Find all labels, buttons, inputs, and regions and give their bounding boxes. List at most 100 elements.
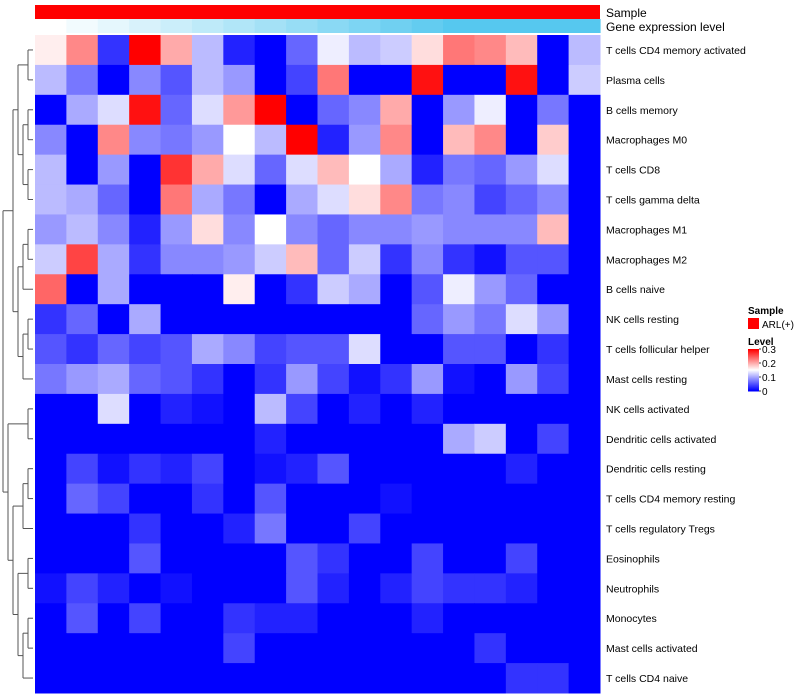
heatmap-cell <box>474 364 507 395</box>
heatmap-cell <box>66 423 99 455</box>
legend-color-step <box>748 370 759 372</box>
row-labels: T cells CD4 memory activated Plasma cells… <box>606 45 746 685</box>
heatmap-cell <box>223 364 256 395</box>
heatmap-cell <box>317 304 350 335</box>
heatmap-cell <box>191 334 224 365</box>
heatmap-cell <box>66 364 99 395</box>
heatmap-cell <box>254 244 287 275</box>
heatmap-cell <box>66 573 99 604</box>
heatmap-cell <box>129 393 162 425</box>
heatmap-cell <box>505 393 538 425</box>
heatmap-cell <box>129 573 162 604</box>
heatmap-cell <box>317 35 350 66</box>
heatmap-cell <box>380 393 413 425</box>
heatmap-cell <box>191 633 224 664</box>
heatmap-cell <box>568 244 601 275</box>
gene-expression-track-cell <box>35 19 67 33</box>
heatmap-cell <box>191 274 224 305</box>
heatmap-cell <box>254 274 287 305</box>
heatmap-cell <box>223 513 256 544</box>
row-label: Mast cells activated <box>606 643 698 655</box>
heatmap-cell <box>66 513 99 544</box>
heatmap-cell <box>129 35 162 66</box>
heatmap-cell <box>505 94 538 126</box>
heatmap-cell <box>568 423 601 455</box>
legend-color-step <box>748 389 759 391</box>
legend-tick-label: 0.2 <box>762 359 776 370</box>
heatmap-cell <box>411 573 444 604</box>
legend-color-step <box>748 361 759 363</box>
heatmap-cell <box>537 244 570 275</box>
heatmap-cell <box>129 274 162 305</box>
legend-color-step <box>748 355 759 357</box>
heatmap-cell <box>254 64 287 96</box>
gene-expression-track-cell <box>443 19 476 33</box>
heatmap-cell <box>380 633 413 664</box>
heatmap-cell <box>348 364 381 395</box>
heatmap-cell <box>191 124 224 156</box>
heatmap-cell <box>191 513 224 544</box>
heatmap-cell <box>537 154 570 186</box>
row-label: Neutrophils <box>606 583 659 595</box>
heatmap-cell <box>160 543 193 574</box>
heatmap-cell <box>129 633 162 664</box>
heatmap-cell <box>317 214 350 245</box>
heatmap-cell <box>97 663 130 694</box>
heatmap-cell <box>191 423 224 455</box>
heatmap-cell <box>191 214 224 245</box>
heatmap-cell <box>97 154 130 186</box>
legend-level-title: Level <box>748 337 774 348</box>
heatmap-cell <box>537 124 570 156</box>
legend-tick-label: 0.3 <box>762 345 776 356</box>
gene-expression-track-cell <box>568 19 601 33</box>
row-label: Macrophages M1 <box>606 224 687 236</box>
heatmap-cell <box>568 124 601 156</box>
heatmap-cell <box>411 94 444 126</box>
heatmap-cell <box>443 64 475 96</box>
heatmap-cell <box>411 543 444 574</box>
heatmap-cell <box>537 393 570 425</box>
heatmap-cell <box>348 633 381 664</box>
legend-color-step <box>748 387 759 389</box>
row-label: Dendritic cells resting <box>606 464 706 476</box>
heatmap-cell <box>505 543 538 574</box>
heatmap-cell <box>443 124 475 156</box>
heatmap-cell <box>348 64 381 96</box>
legend-color-step <box>748 378 759 380</box>
heatmap-cell <box>411 663 444 694</box>
legend-color-step <box>748 377 759 379</box>
heatmap-cell <box>286 573 318 604</box>
heatmap-cell <box>474 603 507 634</box>
heatmap-cell <box>348 304 381 335</box>
heatmap-cell <box>380 364 413 395</box>
heatmap-cell <box>35 274 67 305</box>
heatmap-cell <box>317 603 350 634</box>
heatmap-cell <box>129 154 162 186</box>
heatmap-cell <box>191 35 224 66</box>
heatmap-cell <box>380 64 413 96</box>
heatmap-cell <box>317 543 350 574</box>
heatmap-cell <box>160 64 193 96</box>
heatmap-cell <box>97 304 130 335</box>
heatmap-cell <box>160 483 193 515</box>
heatmap-cell <box>568 513 601 544</box>
heatmap-cell <box>443 334 475 365</box>
heatmap-cell <box>505 364 538 395</box>
row-label: B cells naive <box>606 284 665 296</box>
heatmap-cell <box>286 35 318 66</box>
legend-color-step <box>748 367 759 369</box>
heatmap-cell <box>35 304 67 335</box>
legend-color-step <box>748 354 759 356</box>
heatmap-cell <box>66 64 99 96</box>
heatmap-cell <box>160 154 193 186</box>
heatmap-cell <box>66 184 99 215</box>
row-label: Macrophages M0 <box>606 135 687 147</box>
heatmap-cell <box>505 154 538 186</box>
heatmap-cell <box>223 453 256 485</box>
heatmap-cell <box>474 94 507 126</box>
gene-expression-track-label: Gene expression level <box>606 20 725 34</box>
heatmap-cell <box>160 633 193 664</box>
heatmap-cell <box>537 214 570 245</box>
heatmap-cell <box>286 154 318 186</box>
heatmap-cell <box>348 334 381 365</box>
